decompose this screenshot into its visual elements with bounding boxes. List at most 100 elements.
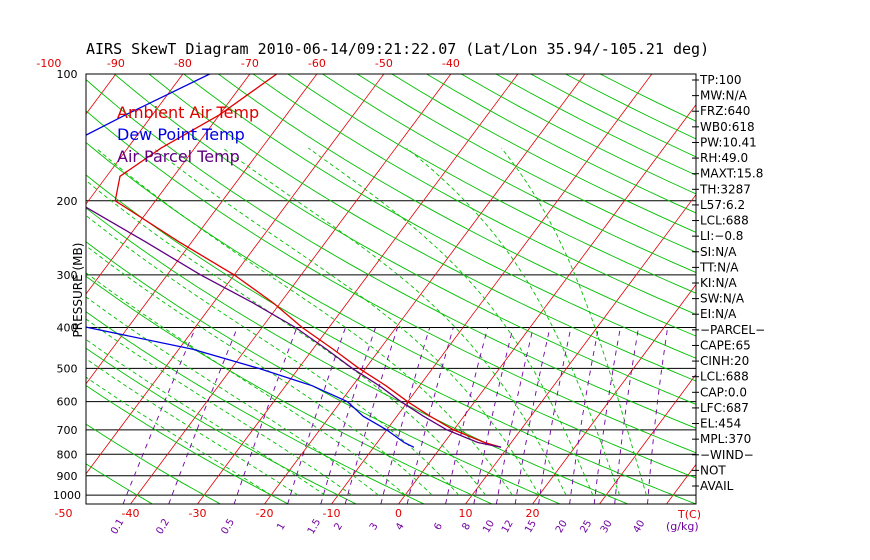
mixing-ratio-tick-label: 8: [460, 521, 473, 532]
sidebar-index-line: MW:N/A: [700, 89, 748, 103]
sidebar-index-line: TH:3287: [699, 182, 751, 196]
pressure-tick-label: 300: [57, 269, 78, 282]
mixing-ratio-line: [538, 327, 572, 504]
mixing-ratio-line: [406, 327, 454, 504]
mixing-ratio-tick-label: 25: [578, 518, 594, 535]
isotherm-line: [86, 74, 385, 475]
pressure-tick-label: 400: [57, 322, 78, 335]
isotherm-line: [398, 104, 696, 504]
sidebar-index-line: −WIND−: [700, 448, 754, 462]
mixing-ratio-line: [495, 327, 534, 504]
sidebar-index-line: TT:N/A: [699, 260, 739, 274]
dry-adiabat-line: [391, 74, 696, 233]
mixing-ratio-line: [473, 327, 514, 504]
bottom-temp-tick-label: 10: [459, 507, 473, 520]
dry-adiabat-line: [183, 74, 696, 359]
bottom-temp-tick-label: 20: [526, 507, 540, 520]
sidebar-index-line: WB0:618: [700, 120, 755, 134]
mixing-ratio-line: [344, 327, 398, 504]
isotherm-line: [465, 193, 696, 504]
bottom-temp-tick-label: 0: [395, 507, 402, 520]
pressure-tick-label: 700: [57, 424, 78, 437]
y-axis-label: PRESSURE (MB): [71, 243, 85, 338]
mixing-ratio-line: [320, 327, 376, 504]
isotherm-line: [86, 74, 251, 295]
dry-adiabat-line: [252, 74, 696, 315]
sidebar-index-line: LCL:688: [700, 370, 749, 384]
dry-adiabat-line: [322, 74, 696, 274]
mixing-ratio-tick-label: 20: [554, 518, 570, 535]
sidebar-index-line: CAPE:65: [700, 338, 751, 352]
mixing-ratio-tick-label: 30: [599, 518, 615, 535]
dry-adiabat-line: [86, 207, 629, 504]
moist-adiabat-line: [86, 214, 460, 496]
mixing-ratio-unit-label: (g/kg): [666, 520, 699, 533]
moist-adiabat-line: [86, 245, 433, 496]
mixing-ratio-tick-label: 12: [500, 518, 516, 535]
dry-adiabat-line: [86, 275, 493, 504]
pressure-tick-label: 1000: [53, 489, 81, 502]
mixing-ratio-line: [122, 327, 197, 504]
isotherm-line: [86, 74, 117, 115]
moist-adiabat-line: [86, 318, 352, 496]
moist-adiabat-line: [152, 147, 540, 496]
sidebar-index-line: AVAIL: [700, 479, 734, 493]
mixing-ratio-line: [593, 327, 621, 504]
sidebar-index-line: L57:6.2: [700, 198, 745, 212]
legend-ambient-air-temp: Ambient Air Temp: [117, 103, 259, 122]
isotherm-line: [801, 74, 870, 504]
top-temp-tick-label: -70: [241, 57, 259, 70]
sidebar-index-line: LI:−0.8: [700, 229, 743, 243]
dry-adiabat-line: [86, 423, 221, 504]
dry-adiabat-line: [495, 74, 696, 176]
legend-dew-point-temp: Dew Point Temp: [117, 125, 245, 144]
moist-adiabat-line: [86, 376, 272, 496]
isotherm-line: [86, 74, 184, 205]
ambient-air-temp-line: [114, 74, 502, 448]
isotherm-line: [264, 74, 586, 504]
mixing-ratio-tick-label: 1: [275, 521, 288, 532]
sidebar-index-line: NOT: [700, 463, 726, 477]
sidebar-index-line: PW:10.41: [700, 135, 757, 149]
moist-adiabat-line: [86, 338, 326, 496]
bottom-temp-tick-label: -30: [189, 507, 207, 520]
mixing-ratio-tick-label: 0.5: [220, 517, 237, 536]
dry-adiabat-line: [86, 463, 153, 504]
sidebar-index-line: LFC:687: [700, 401, 749, 415]
legend-air-parcel-temp: Air Parcel Temp: [117, 147, 240, 166]
moist-adiabat-line: [406, 147, 621, 496]
dry-adiabat-line: [426, 74, 696, 214]
sidebar-index-line: EL:454: [700, 417, 741, 431]
pressure-tick-label: 100: [57, 68, 78, 81]
moist-adiabat-line: [501, 147, 647, 496]
air-parcel-temp-line: [86, 206, 502, 448]
dry-adiabat-line: [148, 74, 696, 382]
isotherm-line: [197, 74, 519, 504]
pressure-tick-label: 900: [57, 470, 78, 483]
dry-adiabat-line: [86, 241, 561, 504]
dry-adiabat-line: [461, 74, 696, 195]
chart-title: AIRS SkewT Diagram 2010-06-14/09:21:22.0…: [86, 40, 709, 58]
dry-adiabat-line: [114, 74, 696, 405]
x-unit-label: T(C): [677, 508, 701, 521]
mixing-ratio-tick-label: 10: [481, 518, 497, 535]
sidebar-index-line: RH:49.0: [700, 151, 748, 165]
pressure-tick-label: 800: [57, 448, 78, 461]
dry-adiabat-line: [86, 78, 696, 429]
sidebar-index-line: SI:N/A: [700, 245, 737, 259]
isotherm-line: [599, 373, 696, 504]
dry-adiabat-line: [86, 110, 696, 454]
mixing-ratio-tick-label: 4: [394, 521, 407, 532]
top-temp-tick-label: -100: [36, 57, 61, 70]
bottom-temp-tick-label: -10: [323, 507, 341, 520]
sidebar-index-line: LCL:688: [700, 214, 749, 228]
dry-adiabat-line: [86, 311, 425, 504]
sidebar-index-line: SW:N/A: [700, 292, 745, 306]
mixing-ratio-line: [647, 327, 669, 504]
sidebar-index-line: KI:N/A: [700, 276, 737, 290]
sidebar-index-line: −PARCEL−: [700, 323, 765, 337]
moist-adiabat-line: [86, 179, 486, 496]
dry-adiabat-line: [86, 174, 696, 504]
